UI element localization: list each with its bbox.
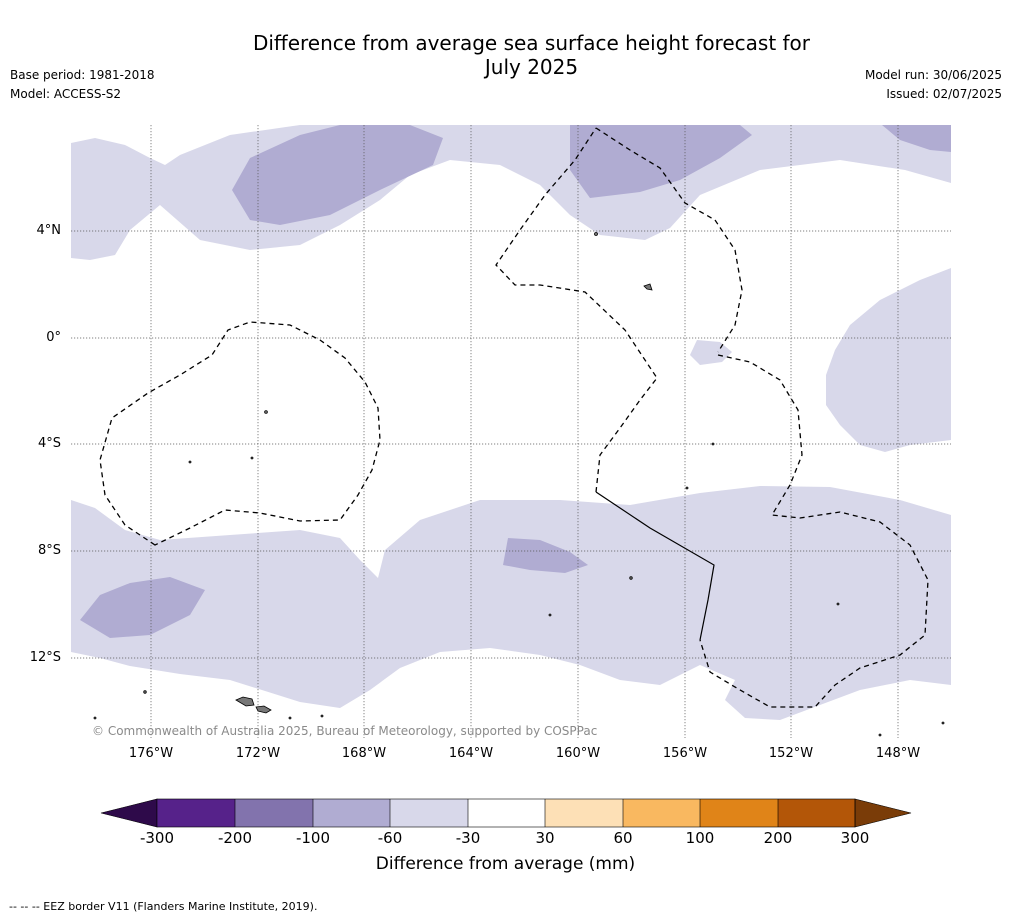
island-dot [264, 410, 268, 414]
island-dot [836, 602, 840, 606]
light-region-south [71, 486, 951, 720]
colorbar-bin [235, 799, 313, 827]
colorbar-tick: -100 [295, 829, 331, 847]
islands [93, 232, 945, 737]
colorbar-tick: -300 [139, 829, 175, 847]
lat-label-12s: 12°S [29, 650, 61, 665]
colorbar-high-extend [854, 798, 912, 828]
lon-label-168w: 168°W [341, 746, 387, 761]
lon-label-164w: 164°W [448, 746, 494, 761]
colorbar-bin [545, 799, 623, 827]
medium-region-3 [882, 125, 951, 152]
colorbar-bin [468, 799, 545, 827]
island-dot [93, 716, 97, 720]
colorbar-bin [390, 799, 468, 827]
anomaly-medium-regions [80, 125, 951, 638]
island-dot [250, 456, 254, 460]
island-dot [878, 733, 882, 737]
eez-french-polynesia [699, 354, 929, 708]
island-dot [320, 714, 324, 718]
lon-label-148w: 148°W [875, 746, 921, 761]
lon-label-160w: 160°W [555, 746, 601, 761]
colorbar-tick: 300 [840, 829, 870, 847]
light-region-north [71, 125, 951, 260]
lat-label-4s: 4°S [37, 436, 61, 451]
copyright-notice: © Commonwealth of Australia 2025, Bureau… [92, 724, 598, 738]
island-dot [941, 721, 945, 725]
eez-borders [99, 127, 929, 708]
medium-region-2 [570, 125, 752, 198]
colorbar-tick: -30 [455, 829, 481, 847]
colorbar-tick: 30 [535, 829, 555, 847]
eez-solid-border [595, 491, 715, 641]
colorbar-bin [700, 799, 778, 827]
island-dot [594, 232, 598, 236]
light-region-east [826, 268, 951, 452]
colorbar-bin [623, 799, 700, 827]
island-dot [685, 486, 689, 490]
island-dot [288, 716, 292, 720]
lon-label-152w: 152°W [768, 746, 814, 761]
chart-title: Difference from average sea surface heig… [0, 31, 1011, 79]
model-run: Model run: 30/06/2025 [864, 68, 1002, 82]
colorbar-title: Difference from average (mm) [375, 854, 636, 874]
graticule [71, 125, 951, 738]
eez-kiribati-line [595, 127, 743, 353]
model-name: Model: ACCESS-S2 [10, 87, 122, 101]
eez-tokelau-cook [495, 127, 658, 493]
lon-label-176w: 176°W [128, 746, 174, 761]
lat-label-4n: 4°N [36, 223, 62, 238]
island-dot [188, 460, 192, 464]
colorbar-tick: -200 [217, 829, 253, 847]
eez-kiribati-phoenix [99, 321, 381, 546]
title-line-2: July 2025 [484, 55, 579, 79]
island-dot [629, 576, 633, 580]
island-dot [143, 690, 147, 694]
colorbar-tick: 100 [685, 829, 715, 847]
colorbar-low-extend [100, 798, 158, 828]
colorbar [100, 798, 912, 828]
lon-label-156w: 156°W [662, 746, 708, 761]
medium-region-4 [503, 538, 588, 573]
island-kiritimati [643, 283, 653, 291]
lat-label-8s: 8°S [37, 543, 61, 558]
island-dot [548, 613, 552, 617]
colorbar-tick: 200 [763, 829, 793, 847]
lat-label-0: 0° [46, 330, 61, 345]
base-period: Base period: 1981-2018 [10, 68, 155, 82]
light-region-east-small [690, 340, 732, 365]
island-samoa-1 [235, 696, 255, 707]
issued-date: Issued: 02/07/2025 [886, 87, 1002, 101]
eez-footnote: -- -- -- EEZ border V11 (Flanders Marine… [9, 900, 318, 913]
lon-label-172w: 172°W [235, 746, 281, 761]
island-samoa-2 [255, 705, 272, 714]
colorbar-tick: 60 [613, 829, 633, 847]
title-line-1: Difference from average sea surface heig… [252, 31, 811, 55]
colorbar-bin [313, 799, 390, 827]
colorbar-tick: -60 [377, 829, 403, 847]
colorbar-bin [157, 799, 235, 827]
meta-left: Base period: 1981-2018 Model: ACCESS-S2 [10, 66, 155, 104]
island-dot [711, 442, 715, 446]
medium-region-1 [232, 125, 443, 225]
colorbar-bin [778, 799, 855, 827]
medium-region-5 [80, 577, 205, 638]
meta-right: Model run: 30/06/2025 Issued: 02/07/2025 [865, 66, 1002, 104]
anomaly-light-regions [71, 125, 951, 720]
